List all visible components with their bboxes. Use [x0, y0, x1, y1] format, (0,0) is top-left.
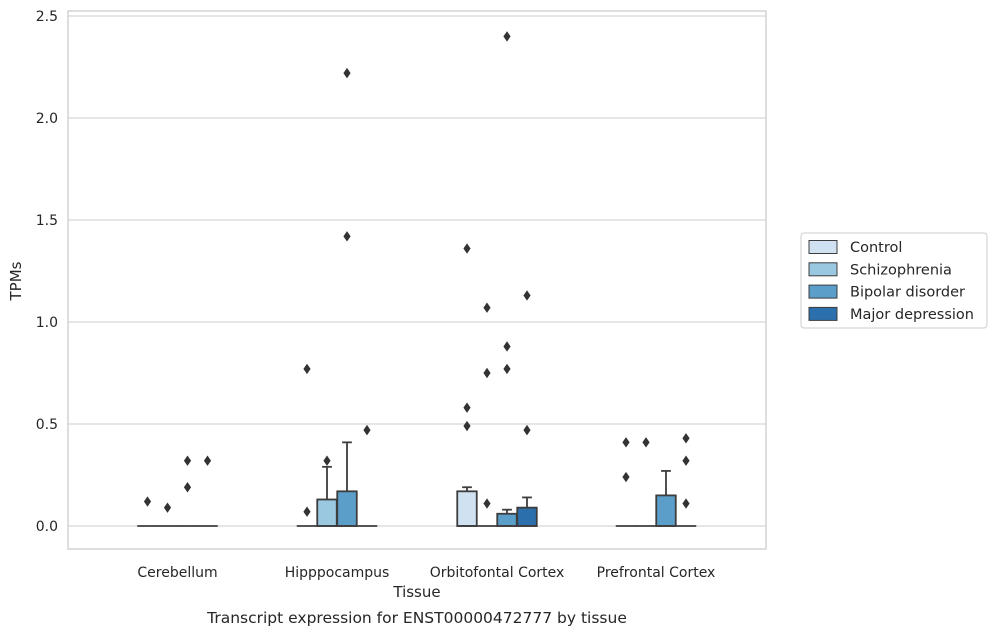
plot-area-frame [67, 10, 767, 550]
box-body [496, 512, 518, 527]
y-tick-label: 2.0 [36, 111, 58, 127]
outlier-point [343, 67, 351, 79]
box-orbitofontal-cortex-control [456, 243, 478, 527]
outlier-point [622, 437, 630, 448]
outlier-point [303, 506, 311, 517]
outlier-point [463, 243, 471, 254]
box-body [336, 490, 358, 527]
box-body [655, 494, 677, 527]
box-body [456, 490, 478, 527]
outlier-point [642, 437, 650, 448]
y-axis-label: TPMs [7, 261, 25, 301]
outlier-point [682, 433, 690, 444]
x-tick-label: Prefrontal Cortex [597, 565, 716, 581]
x-axis-ticks: Cerebellum Hipppocampus Orbitofontal Corte… [137, 565, 715, 581]
x-tick-label: Hipppocampus [285, 565, 390, 581]
y-tick-label: 0.0 [36, 519, 58, 535]
legend: Control Schizophrenia Bipolar disorder Majo… [800, 232, 988, 329]
outlier-point [183, 482, 192, 493]
legend-item-bipolar-disorder: Bipolar disorder [808, 284, 965, 301]
outlier-point [203, 455, 212, 466]
legend-item-control: Control [808, 240, 902, 256]
box-prefrontal-cortex-major-depression [675, 433, 697, 527]
outlier-point [682, 498, 690, 509]
box-cerebellum-schizophrenia [157, 502, 178, 527]
outlier-point [483, 498, 491, 509]
outlier-point [503, 341, 511, 352]
outlier-point [363, 424, 371, 436]
box-orbitofontal-cortex-major-depression [516, 290, 538, 527]
box-hipppocampus-bipolar-disorder [336, 67, 358, 527]
x-tick-label: Cerebellum [137, 565, 217, 581]
y-tick-label: 2.5 [36, 9, 58, 25]
legend-swatch [808, 240, 838, 254]
outlier-point [183, 455, 192, 466]
legend-swatch [808, 284, 838, 299]
outlier-point [503, 363, 511, 375]
legend-item-schizophrenia: Schizophrenia [808, 262, 952, 278]
outlier-point [463, 420, 471, 432]
outlier-point [523, 424, 531, 436]
box-prefrontal-cortex-control [615, 437, 637, 527]
legend-item-major-depression: Major depression [808, 306, 974, 323]
box-prefrontal-cortex-schizophrenia [635, 437, 657, 527]
legend-label: Schizophrenia [850, 262, 952, 278]
box-hipppocampus-schizophrenia [316, 455, 338, 527]
outlier-point [343, 231, 351, 242]
outlier-point [323, 455, 331, 466]
outlier-point [303, 363, 311, 375]
legend-label: Bipolar disorder [850, 285, 965, 301]
box-cerebellum-bipolar-disorder [177, 455, 198, 527]
box-cerebellum-control [137, 496, 158, 527]
x-axis-label: Tissue [392, 583, 440, 601]
outlier-point [163, 502, 172, 513]
outlier-point [483, 302, 491, 313]
outlier-point [483, 367, 491, 379]
outlier-point [523, 290, 531, 301]
legend-swatch [808, 262, 838, 277]
box-prefrontal-cortex-bipolar-disorder [655, 470, 677, 527]
box-orbitofontal-cortex-schizophrenia [476, 302, 498, 527]
x-tick-label: Orbitofontal Cortex [430, 565, 565, 581]
y-tick-label: 1.0 [36, 315, 58, 331]
legend-label: Control [850, 240, 902, 256]
outlier-point [503, 31, 511, 42]
chart-caption: Transcript expression for ENST0000047277… [206, 609, 627, 627]
box-body [516, 506, 538, 527]
y-tick-label: 1.5 [36, 213, 58, 229]
y-tick-label: 0.5 [36, 417, 58, 433]
legend-swatch [808, 306, 838, 321]
outlier-point [143, 496, 152, 507]
box-body [316, 498, 338, 527]
outlier-point [622, 471, 630, 483]
legend-frame [800, 232, 988, 329]
box-cerebellum-major-depression [197, 455, 218, 527]
y-axis-ticks: 0.0 0.5 1.0 1.5 2.0 2.5 [36, 9, 58, 535]
legend-label: Major depression [850, 307, 974, 323]
outlier-point [463, 402, 471, 413]
box-hipppocampus-major-depression [356, 424, 378, 527]
outlier-point [682, 455, 690, 466]
box-hipppocampus-control [296, 363, 318, 527]
plot-marks [137, 31, 697, 527]
